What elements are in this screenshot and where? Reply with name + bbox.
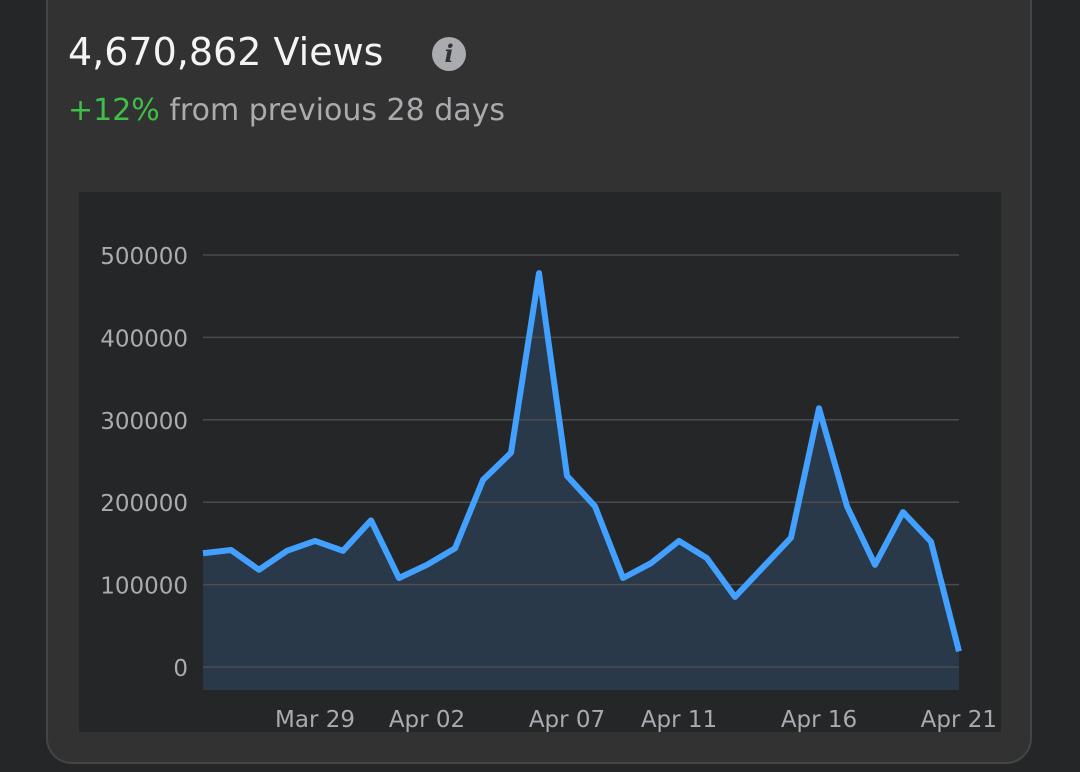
y-tick-label: 200000 [100, 491, 188, 517]
y-tick-label: 300000 [100, 409, 188, 435]
x-tick-label: Apr 02 [389, 707, 465, 733]
y-tick-label: 400000 [100, 326, 188, 352]
total-views: 4,670,862 Views [68, 30, 384, 74]
y-tick-label: 0 [173, 656, 188, 682]
y-tick-label: 100000 [100, 574, 188, 600]
change-summary: +12% from previous 28 days [68, 93, 505, 128]
y-tick-label: 500000 [100, 244, 188, 270]
info-icon[interactable]: i [432, 37, 466, 71]
series-line [202, 270, 962, 653]
area-fill [203, 273, 959, 690]
change-suffix: from previous 28 days [159, 93, 506, 128]
x-tick-label: Mar 29 [275, 707, 355, 733]
x-tick-label: Apr 16 [781, 707, 857, 733]
change-percent: +12% [68, 93, 160, 128]
x-tick-label: Apr 21 [921, 707, 997, 733]
x-tick-label: Apr 11 [641, 707, 717, 733]
x-tick-label: Apr 07 [529, 707, 605, 733]
